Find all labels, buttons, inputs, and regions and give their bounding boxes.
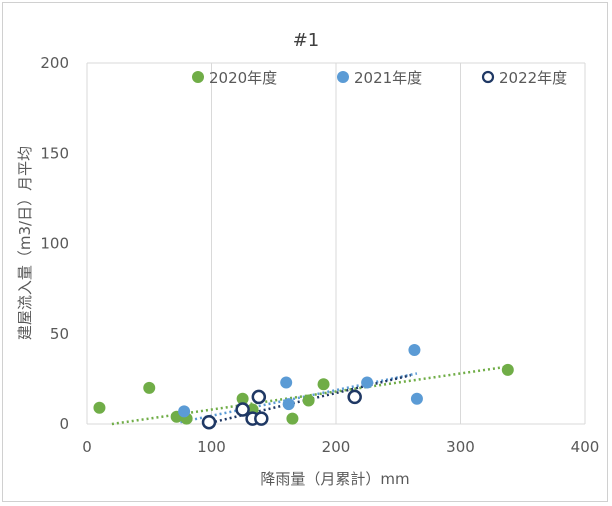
data-point (302, 394, 315, 407)
legend-marker (192, 71, 204, 83)
legend-label: 2020年度 (209, 69, 277, 87)
legend: 2020年度 2021年度 2022年度 (192, 69, 567, 87)
y-axis-title: 建屋流入量（m3/日）月平均 (16, 146, 34, 340)
x-axis-ticks: 0 100 200 300 400 (82, 438, 599, 456)
data-point (143, 381, 156, 394)
x-axis-title: 降雨量（月累計）mm (260, 470, 409, 488)
legend-marker (337, 71, 349, 83)
x-tick-label: 100 (197, 438, 226, 456)
data-point (236, 392, 249, 405)
data-point (254, 411, 269, 426)
data-point (361, 376, 374, 389)
grid-lines (86, 62, 586, 425)
x-tick-label: 200 (322, 438, 351, 456)
data-point (282, 398, 295, 411)
y-tick-label: 0 (59, 415, 69, 433)
data-point (410, 392, 423, 405)
chart-frame (2, 2, 608, 502)
data-point (93, 401, 106, 414)
legend-label: 2021年度 (354, 69, 422, 87)
chart-title: #1 (293, 30, 320, 51)
data-point (280, 376, 293, 389)
data-points (93, 343, 514, 430)
data-point (201, 414, 217, 430)
y-tick-label: 150 (40, 144, 69, 162)
x-tick-label: 0 (82, 438, 92, 456)
y-tick-label: 200 (40, 54, 69, 72)
legend-marker (481, 70, 495, 84)
y-tick-label: 100 (40, 235, 69, 253)
data-point (251, 389, 267, 405)
y-tick-label: 50 (50, 325, 69, 343)
x-tick-label: 400 (571, 438, 600, 456)
data-point (235, 402, 250, 417)
legend-label: 2022年度 (499, 69, 567, 87)
trendline (180, 372, 418, 424)
data-point (501, 363, 514, 376)
data-point (178, 405, 191, 418)
data-point (347, 389, 362, 405)
x-tick-label: 300 (446, 438, 475, 456)
data-point (408, 343, 421, 356)
data-point (286, 412, 299, 425)
y-axis-ticks: 0 50 100 150 200 (40, 54, 69, 433)
data-point (317, 378, 330, 391)
